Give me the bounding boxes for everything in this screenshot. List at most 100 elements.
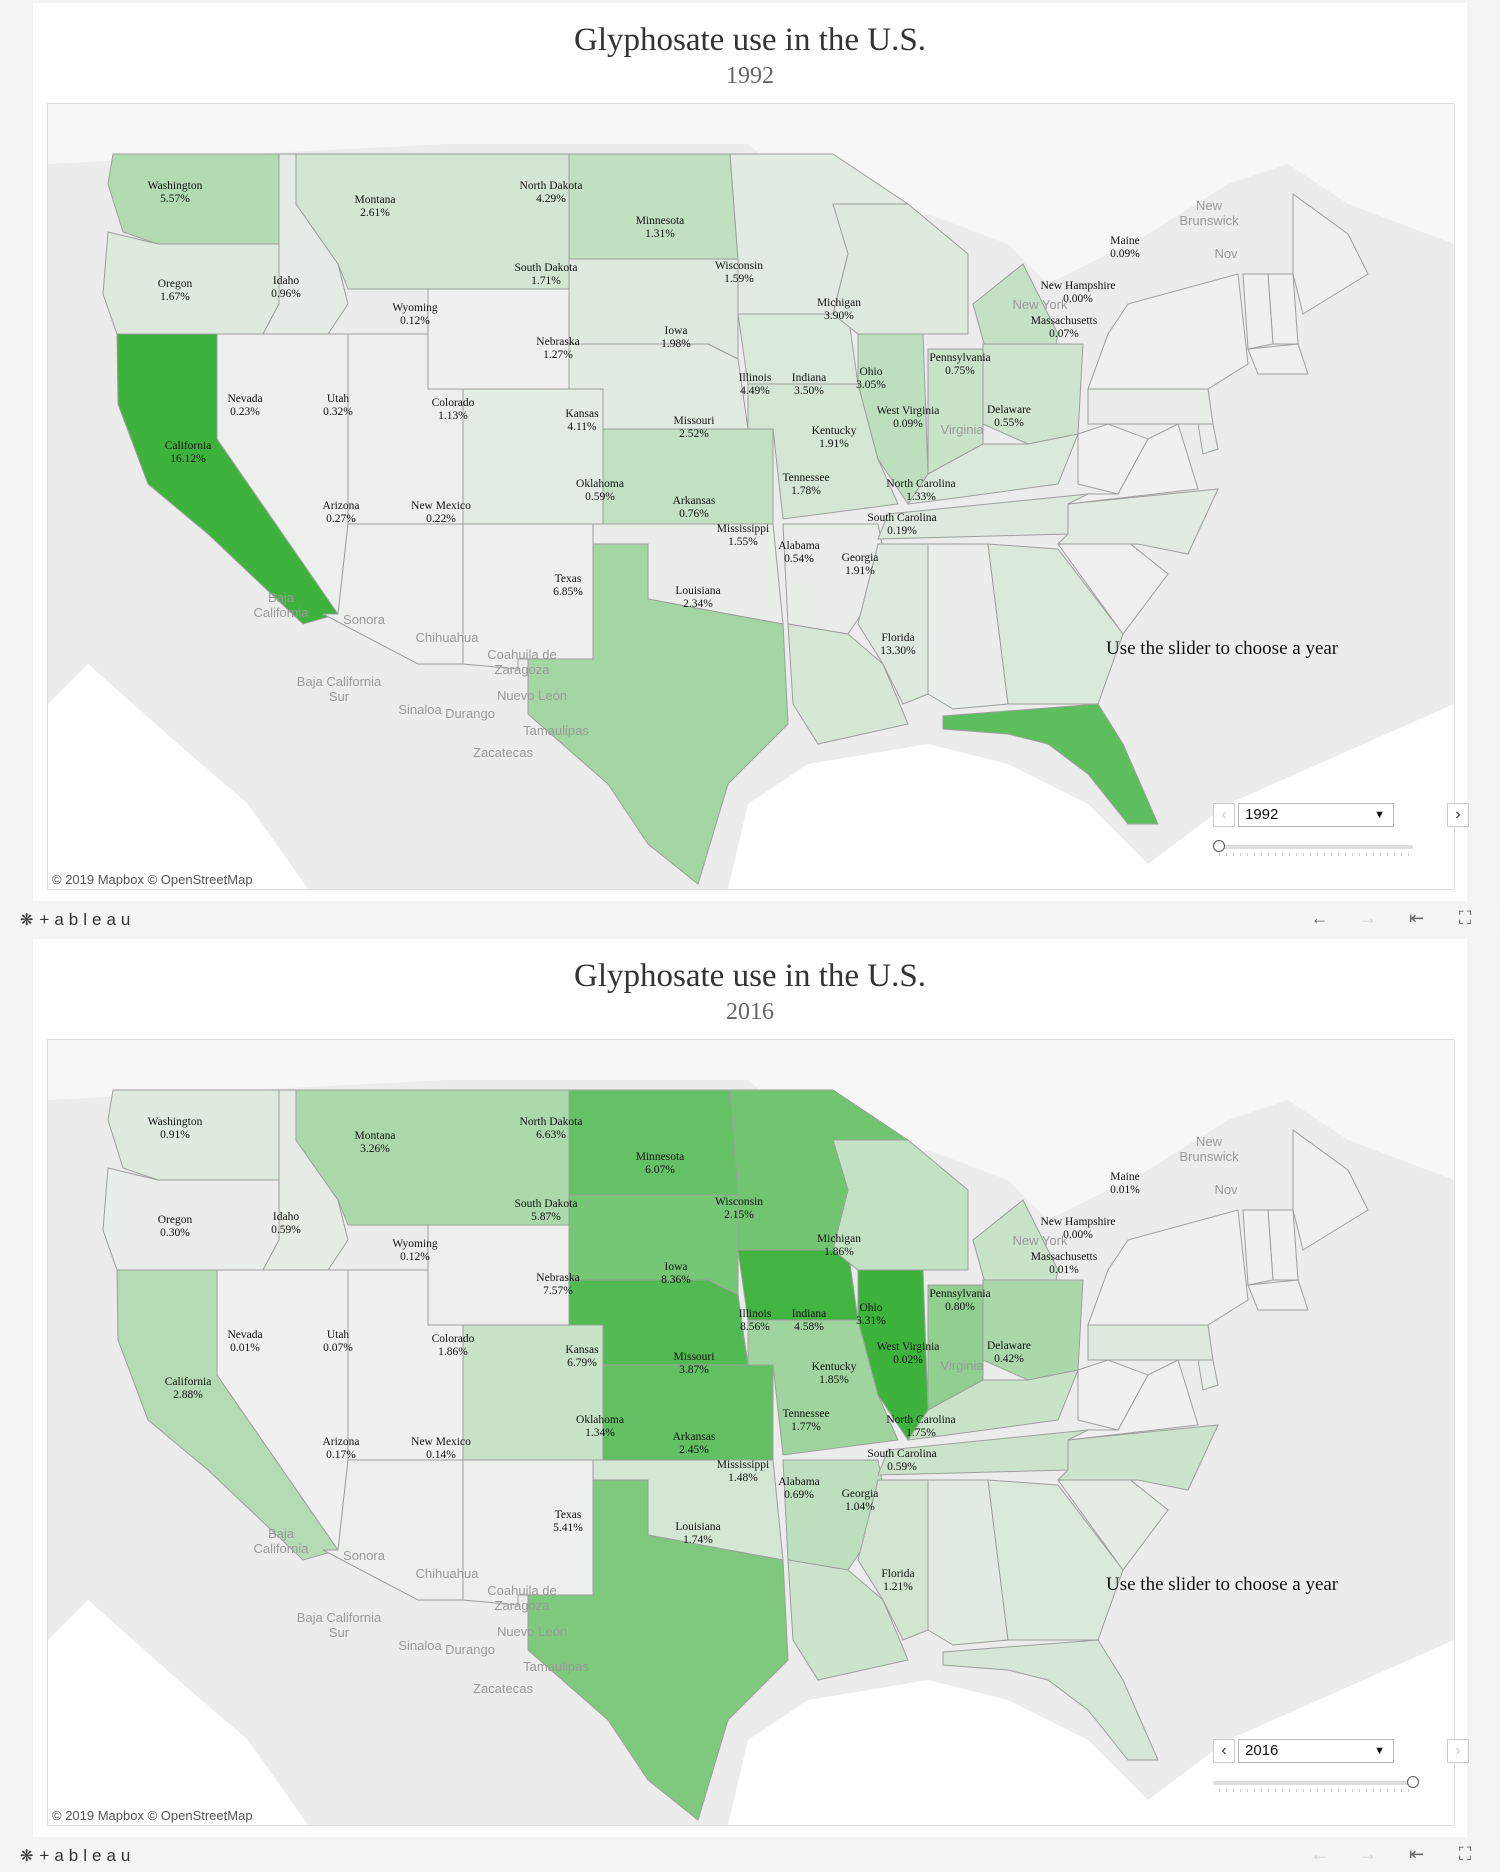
state-louisiana[interactable] bbox=[787, 623, 909, 745]
state-massachusetts[interactable] bbox=[1247, 1279, 1309, 1311]
state-florida[interactable] bbox=[942, 703, 1159, 825]
state-name: South Dakota bbox=[515, 1198, 578, 1210]
state-value: 1.71% bbox=[531, 275, 561, 287]
us-choropleth-map[interactable]: Washington 0.91% Oregon 0.30% California 2.88… bbox=[47, 1039, 1455, 1826]
state-name: Missouri bbox=[674, 415, 715, 427]
pacific-ocean bbox=[48, 1600, 308, 1825]
state-washington[interactable] bbox=[107, 153, 280, 245]
year-dropdown[interactable]: 2016 ▼ bbox=[1238, 1739, 1394, 1763]
fullscreen-icon[interactable]: ⛶ bbox=[1458, 1844, 1472, 1864]
dashboard-title: Glyphosate use in the U.S. bbox=[574, 22, 926, 58]
slider-thumb[interactable] bbox=[1213, 840, 1225, 852]
state-texas[interactable] bbox=[527, 543, 789, 885]
state-alabama[interactable] bbox=[927, 1479, 1009, 1646]
state-georgia[interactable] bbox=[987, 543, 1124, 705]
tableau-logo[interactable]: ❋ +ableau bbox=[20, 910, 135, 930]
state-value: 5.87% bbox=[531, 1211, 561, 1223]
state-georgia[interactable] bbox=[987, 1479, 1124, 1641]
geo-label-durango: Durango bbox=[445, 1642, 495, 1657]
undo-icon[interactable]: ← bbox=[1310, 1844, 1329, 1864]
geo-label-line: Tamaulipas bbox=[523, 723, 589, 738]
state-washington[interactable] bbox=[107, 1089, 280, 1181]
revert-icon[interactable]: ⇤ bbox=[1409, 1844, 1425, 1864]
state-pennsylvania[interactable] bbox=[1087, 388, 1214, 425]
state-kentucky[interactable] bbox=[906, 433, 1079, 505]
state-north-dakota[interactable] bbox=[568, 153, 739, 260]
state-new-york[interactable] bbox=[1087, 273, 1249, 390]
undo-icon[interactable]: ← bbox=[1310, 908, 1329, 928]
map-credit: © 2019 Mapbox © OpenStreetMap bbox=[52, 872, 253, 887]
geo-label-line: Brunswick bbox=[1179, 1149, 1239, 1164]
state-name: Utah bbox=[327, 393, 350, 405]
state-kentucky[interactable] bbox=[906, 1369, 1079, 1441]
us-choropleth-map[interactable]: Washington 5.57% Oregon 1.67% California 16.1… bbox=[47, 103, 1455, 890]
year-slider[interactable]: ‹ 1992 ▼ › bbox=[1213, 803, 1469, 856]
redo-icon[interactable]: → bbox=[1359, 908, 1378, 928]
state-value: 0.54% bbox=[784, 553, 814, 565]
state-maine[interactable] bbox=[1292, 193, 1369, 315]
state-north-dakota[interactable] bbox=[568, 1089, 739, 1196]
state-louisiana[interactable] bbox=[787, 1559, 909, 1681]
state-texas[interactable] bbox=[527, 1479, 789, 1821]
state-name: Arkansas bbox=[673, 495, 716, 507]
state-value: 0.80% bbox=[945, 1301, 975, 1313]
state-florida[interactable] bbox=[942, 1639, 1159, 1761]
state-vermont[interactable] bbox=[1242, 1209, 1274, 1286]
prev-year-button[interactable]: ‹ bbox=[1213, 1739, 1235, 1763]
state-name: Oregon bbox=[158, 278, 193, 290]
slider-track[interactable] bbox=[1213, 845, 1413, 849]
slider-thumb[interactable] bbox=[1407, 1776, 1419, 1788]
state-vermont[interactable] bbox=[1242, 273, 1274, 350]
revert-icon[interactable]: ⇤ bbox=[1409, 908, 1425, 928]
state-value: 0.22% bbox=[426, 513, 456, 525]
year-slider[interactable]: ‹ 2016 ▼ › bbox=[1213, 1739, 1469, 1792]
map-canvas[interactable]: Washington0.91%Oregon0.30%California2.88… bbox=[48, 1040, 1454, 1825]
next-year-button[interactable]: › bbox=[1447, 803, 1469, 827]
state-ohio[interactable] bbox=[982, 343, 1084, 445]
fullscreen-icon[interactable]: ⛶ bbox=[1458, 908, 1472, 928]
state-maine[interactable] bbox=[1292, 1129, 1369, 1251]
state-name: Kansas bbox=[565, 1344, 599, 1356]
state-name: Wyoming bbox=[392, 1238, 438, 1250]
state-value: 6.85% bbox=[553, 586, 583, 598]
geo-label-line: Tamaulipas bbox=[523, 1659, 589, 1674]
state-alabama[interactable] bbox=[927, 543, 1009, 710]
slider-track[interactable] bbox=[1213, 1781, 1413, 1785]
geo-label-line: Sinaloa bbox=[398, 1638, 442, 1653]
tableau-logo-icon: ❋ bbox=[20, 912, 34, 929]
state-name: Arizona bbox=[322, 500, 359, 512]
state-new-york[interactable] bbox=[1087, 1209, 1249, 1326]
state-name: Minnesota bbox=[636, 1151, 685, 1163]
state-value: 0.17% bbox=[326, 1449, 356, 1461]
redo-icon[interactable]: → bbox=[1359, 1844, 1378, 1864]
geo-label-virginia: Virginia bbox=[940, 1358, 984, 1373]
tableau-logo[interactable]: ❋ +ableau bbox=[20, 1846, 135, 1866]
state-massachusetts[interactable] bbox=[1247, 343, 1309, 375]
map-canvas[interactable]: Washington5.57%Oregon1.67%California16.1… bbox=[48, 104, 1454, 889]
state-name: Arizona bbox=[322, 1436, 359, 1448]
state-value: 2.61% bbox=[360, 207, 390, 219]
state-north-carolina[interactable] bbox=[1056, 488, 1219, 555]
next-year-button[interactable]: › bbox=[1447, 1739, 1469, 1763]
state-pennsylvania[interactable] bbox=[1087, 1324, 1214, 1361]
prev-year-button[interactable]: ‹ bbox=[1213, 803, 1235, 827]
state-name: California bbox=[165, 1376, 212, 1388]
geo-label-line: Chihuahua bbox=[416, 630, 480, 645]
state-value: 1.77% bbox=[791, 1421, 821, 1433]
state-ohio[interactable] bbox=[982, 1279, 1084, 1381]
year-dropdown[interactable]: 1992 ▼ bbox=[1238, 803, 1394, 827]
state-value: 1.04% bbox=[845, 1501, 875, 1513]
state-north-carolina[interactable] bbox=[1056, 1424, 1219, 1491]
